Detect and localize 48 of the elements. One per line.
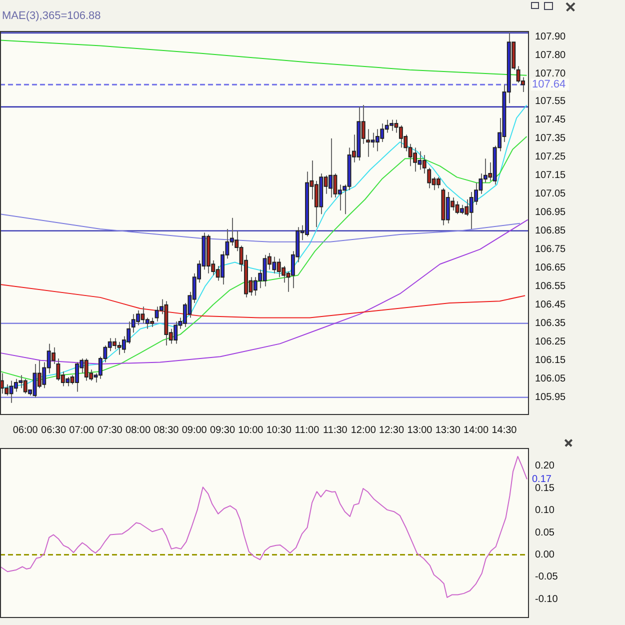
x-tick-label: 13:00 — [407, 424, 433, 436]
y-tick-label: 107.90 — [535, 31, 566, 42]
y-tick-label: 106.45 — [535, 300, 566, 311]
y-tick-label: 0.05 — [535, 527, 555, 538]
x-tick-label: 07:30 — [97, 424, 123, 436]
x-tick-label: 08:30 — [154, 424, 180, 436]
y-tick-label: 107.05 — [535, 188, 566, 200]
x-tick-label: 06:00 — [12, 424, 38, 436]
y-tick-label: 107.70 — [535, 68, 566, 80]
x-tick-label: 11:00 — [294, 424, 320, 436]
x-tick-label: 13:30 — [435, 424, 461, 436]
y-tick-label: 107.45 — [535, 114, 566, 126]
y-tick-label: 107.35 — [535, 133, 566, 144]
y-tick-label: -0.05 — [535, 572, 558, 583]
y-tick-label: 107.80 — [535, 50, 566, 61]
x-tick-label: 10:30 — [266, 424, 292, 436]
y-tick-label: 107.25 — [535, 152, 566, 163]
x-tick-label: 08:00 — [126, 424, 151, 436]
y-tick-label: 106.15 — [535, 355, 566, 366]
y-tick-label: 106.85 — [535, 226, 566, 237]
x-tick-label: 07:00 — [69, 424, 95, 436]
x-tick-label: 11:30 — [323, 424, 348, 436]
y-tick-label: 107.55 — [535, 96, 566, 108]
y-tick-label: 106.55 — [535, 281, 566, 292]
y-tick-label: 106.65 — [535, 262, 566, 274]
y-tick-label: 0.00 — [535, 549, 555, 560]
y-tick-label: 106.25 — [535, 336, 566, 348]
x-tick-label: 14:30 — [492, 424, 518, 436]
y-tick-label: 106.95 — [535, 207, 566, 218]
x-tick-label: 12:30 — [379, 424, 404, 436]
y-tick-label: 106.05 — [535, 374, 566, 385]
y-tick-label: -0.10 — [535, 594, 558, 605]
y-tick-label: 105.95 — [535, 392, 566, 404]
x-tick-label: 10:00 — [238, 424, 264, 436]
ref-line-label: 107.64 — [532, 78, 566, 91]
y-tick-label: 106.35 — [535, 318, 566, 330]
y-tick-label: 106.75 — [535, 244, 566, 256]
x-tick-label: 12:00 — [350, 424, 376, 436]
text: 0.17 — [532, 474, 552, 485]
y-tick-label: 0.15 — [535, 482, 555, 494]
x-tick-label: 09:30 — [210, 424, 236, 436]
chart-title: MAE(3),365=106.88 — [2, 10, 101, 22]
y-tick-label: 0.10 — [535, 505, 555, 516]
y-tick-label: 107.15 — [535, 170, 566, 182]
x-tick-label: 14:00 — [464, 424, 489, 436]
x-tick-label: 09:00 — [182, 424, 208, 436]
x-tick-label: 06:30 — [41, 424, 66, 436]
y-tick-label: 0.20 — [535, 460, 555, 472]
